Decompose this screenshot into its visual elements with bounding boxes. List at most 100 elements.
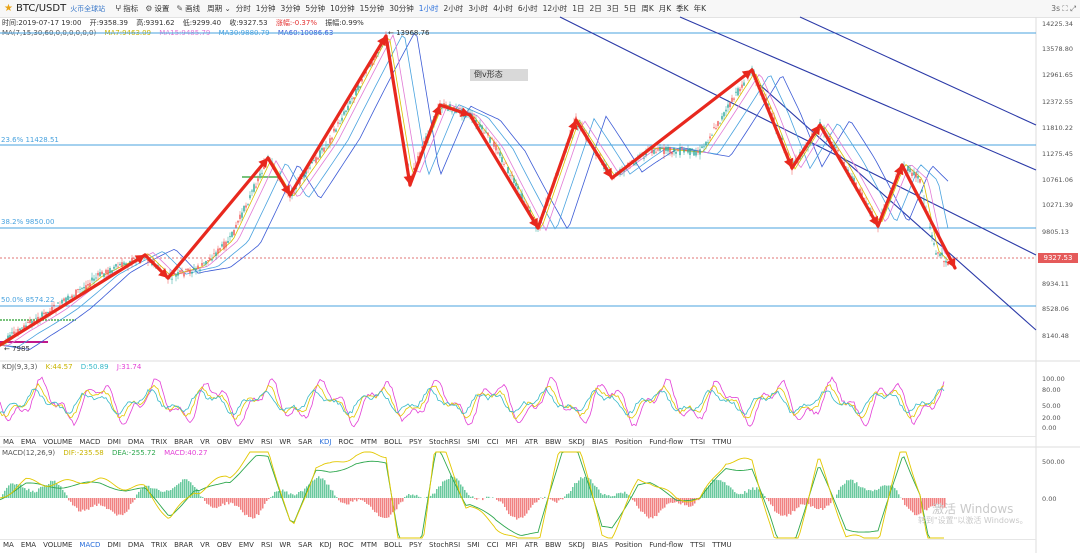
- indicator-tab[interactable]: StochRSI: [429, 438, 461, 446]
- timeframe-option[interactable]: 周K: [641, 4, 654, 13]
- indicator-tab[interactable]: TTMU: [712, 541, 732, 549]
- exchange-label[interactable]: 火币全球站: [70, 4, 106, 13]
- timeframe-option[interactable]: 4小时: [493, 4, 513, 13]
- timeframe-option[interactable]: 1小时: [418, 4, 439, 13]
- indicator-tab[interactable]: KDJ: [319, 438, 332, 446]
- indicator-tab[interactable]: MA: [3, 438, 14, 446]
- indicator-tab[interactable]: VOLUME: [43, 438, 73, 446]
- timeframe-option[interactable]: 年K: [693, 4, 707, 13]
- indicator-tab[interactable]: CCI: [486, 438, 499, 446]
- indicator-tab[interactable]: TRIX: [151, 438, 168, 446]
- indicator-tab[interactable]: SKDJ: [568, 438, 585, 446]
- indicator-tab[interactable]: ROC: [338, 541, 354, 549]
- timeframe-option[interactable]: 3小时: [468, 4, 489, 13]
- macd-histogram-bar: [192, 485, 194, 498]
- indicator-tab[interactable]: EMA: [20, 438, 37, 446]
- indicator-tab[interactable]: CCI: [486, 541, 499, 549]
- symbol-title[interactable]: BTC/USDT: [15, 3, 67, 14]
- indicator-tab[interactable]: RSI: [260, 438, 273, 446]
- indicator-tab[interactable]: PSY: [409, 541, 422, 549]
- timeframe-option[interactable]: 15分钟: [359, 4, 385, 13]
- indicator-tab[interactable]: RSI: [260, 541, 273, 549]
- timeframe-option[interactable]: 2日: [589, 4, 602, 13]
- window-controls[interactable]: 3s ⛶ ⤢: [1051, 3, 1076, 13]
- favorite-star-icon[interactable]: ★: [4, 3, 13, 14]
- indicator-tab[interactable]: EMV: [238, 438, 254, 446]
- indicator-tab[interactable]: WR: [279, 541, 292, 549]
- timeframe-option[interactable]: 10分钟: [330, 4, 355, 13]
- timeframe-option[interactable]: 1日: [572, 4, 585, 13]
- indicator-tab[interactable]: OBV: [216, 438, 232, 446]
- indicator-tab[interactable]: Position: [614, 438, 643, 446]
- indicator-tab[interactable]: Position: [614, 541, 643, 549]
- timeframe-option[interactable]: 3日: [606, 4, 620, 13]
- info-open: 开:9358.39: [89, 19, 128, 27]
- indicator-tab[interactable]: WR: [279, 438, 292, 446]
- timeframe-option[interactable]: 月K: [658, 4, 672, 13]
- indicator-tab[interactable]: KDJ: [319, 541, 332, 549]
- indicator-tab[interactable]: MTM: [360, 541, 378, 549]
- indicator-tab[interactable]: EMA: [20, 541, 37, 549]
- indicator-tab[interactable]: Fund-flow: [649, 438, 684, 446]
- indicator-tab[interactable]: TTSI: [690, 438, 706, 446]
- indicator-tab[interactable]: BRAR: [174, 541, 194, 549]
- timeframe-option[interactable]: 6小时: [517, 4, 538, 13]
- indicator-tab[interactable]: VR: [200, 438, 210, 446]
- indicator-tab[interactable]: BOLL: [384, 438, 403, 446]
- indicator-tab[interactable]: MA: [3, 541, 14, 549]
- timeframe-option[interactable]: 3分钟: [280, 4, 301, 13]
- macd-histogram-bar: [908, 498, 910, 509]
- timeframe-option[interactable]: 分时: [235, 4, 251, 13]
- indicator-tab[interactable]: VR: [200, 541, 210, 549]
- indicator-tab[interactable]: BOLL: [384, 541, 403, 549]
- macd-histogram-bar: [942, 498, 944, 509]
- indicator-tab[interactable]: BIAS: [591, 541, 608, 549]
- indicator-tab[interactable]: TTSI: [690, 541, 706, 549]
- timeframe-option[interactable]: 季K: [676, 4, 689, 13]
- indicator-tab[interactable]: DMI: [107, 438, 121, 446]
- indicator-tab[interactable]: SKDJ: [568, 541, 585, 549]
- indicator-tab[interactable]: OBV: [216, 541, 232, 549]
- timeframe-option[interactable]: 30分钟: [389, 4, 414, 13]
- timeframe-option[interactable]: 5分钟: [305, 4, 326, 13]
- indicator-tab[interactable]: MTM: [360, 438, 378, 446]
- indicator-tab[interactable]: PSY: [409, 438, 422, 446]
- indicator-tab[interactable]: MFI: [505, 541, 518, 549]
- macd-histogram-bar: [88, 498, 90, 510]
- indicator-tab[interactable]: SAR: [298, 438, 313, 446]
- pattern-annotation[interactable]: 倒v形态: [470, 69, 528, 81]
- indicator-tool[interactable]: ⵖ 指标: [115, 3, 138, 14]
- indicator-tab[interactable]: MFI: [505, 438, 518, 446]
- period-dropdown[interactable]: 周期 ⌄: [207, 3, 231, 14]
- timeframe-option[interactable]: 1分钟: [255, 4, 276, 13]
- indicator-tab[interactable]: ATR: [524, 541, 539, 549]
- indicator-tab[interactable]: ATR: [524, 438, 539, 446]
- indicator-tab[interactable]: SAR: [298, 541, 313, 549]
- indicator-tab[interactable]: VOLUME: [43, 541, 73, 549]
- indicator-tab[interactable]: MACD: [79, 438, 101, 446]
- macd-histogram-bar: [284, 491, 286, 498]
- timeframe-option[interactable]: 5日: [624, 4, 637, 13]
- indicator-tab[interactable]: ROC: [338, 438, 354, 446]
- timeframe-option[interactable]: 2小时: [443, 4, 464, 13]
- indicator-tab[interactable]: BBW: [545, 438, 562, 446]
- indicator-tab[interactable]: TRIX: [151, 541, 168, 549]
- indicator-tab[interactable]: StochRSI: [429, 541, 461, 549]
- indicator-tab[interactable]: BIAS: [591, 438, 608, 446]
- indicator-tab[interactable]: BBW: [545, 541, 562, 549]
- settings-tool[interactable]: ⚙ 设置: [145, 3, 169, 14]
- indicator-tab[interactable]: MACD: [79, 541, 101, 549]
- timeframe-option[interactable]: 12小时: [542, 4, 568, 13]
- drawing-tool[interactable]: ✎ 画线: [176, 3, 200, 14]
- indicator-tab[interactable]: BRAR: [174, 438, 194, 446]
- indicator-tab[interactable]: DMA: [127, 541, 145, 549]
- indicator-tab[interactable]: TTMU: [712, 438, 732, 446]
- indicator-tab[interactable]: DMI: [107, 541, 121, 549]
- indicator-tab[interactable]: DMA: [127, 438, 145, 446]
- indicator-tab[interactable]: SMI: [467, 438, 480, 446]
- indicator-tab[interactable]: Fund-flow: [649, 541, 684, 549]
- indicator-tab[interactable]: EMV: [238, 541, 254, 549]
- macd-histogram-bar: [92, 498, 94, 507]
- indicator-tab[interactable]: SMI: [467, 541, 480, 549]
